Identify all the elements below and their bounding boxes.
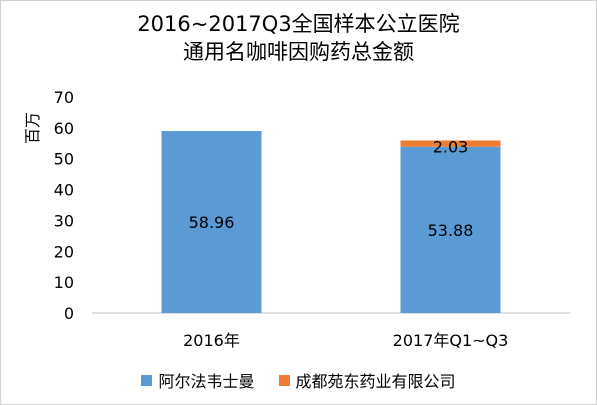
x-tick-label-1: 2016年: [183, 331, 240, 350]
y-tick-label-30: 30: [54, 211, 74, 230]
y-tick-label-70: 70: [54, 88, 74, 107]
legend-swatch-series-2: [278, 374, 290, 386]
legend-item-series-2: 成都苑东药业有限公司: [278, 368, 456, 392]
data-label-1-1: 58.96: [189, 213, 235, 232]
legend-label-series-1: 阿尔法韦士曼: [158, 372, 255, 391]
bar-1-2: [400, 146, 501, 313]
bar-2-2: [400, 140, 501, 147]
y-tick-label-50: 50: [54, 150, 74, 169]
y-tick-label-60: 60: [54, 119, 74, 138]
y-axis-title: 百万: [23, 112, 42, 144]
chart-title-line-1: 2016~2017Q3全国样本公立医院: [137, 12, 460, 36]
y-tick-label-20: 20: [54, 242, 74, 261]
plot-area: 0 10 20 30 40 50 60 70 百万 58.96 2016年 53.88 2.03 2017…: [23, 88, 570, 350]
chart-title-line-2: 通用名咖啡因购药总金额: [183, 40, 414, 64]
y-tick-label-40: 40: [54, 181, 74, 200]
legend-swatch-series-1: [141, 374, 153, 386]
bar-1-1: [161, 131, 262, 313]
data-label-2-2: 2.03: [433, 137, 469, 156]
legend: 阿尔法韦士曼 成都苑东药业有限公司: [0, 368, 597, 392]
y-tick-label-10: 10: [54, 273, 74, 292]
chart-title: 2016~2017Q3全国样本公立医院 通用名咖啡因购药总金额: [0, 10, 597, 66]
data-label-1-2: 53.88: [428, 221, 474, 240]
y-tick-label-0: 0: [64, 304, 74, 323]
x-tick-label-2: 2017年Q1~Q3: [393, 331, 509, 350]
legend-item-series-1: 阿尔法韦士曼: [141, 368, 255, 392]
legend-label-series-2: 成都苑东药业有限公司: [295, 372, 456, 391]
